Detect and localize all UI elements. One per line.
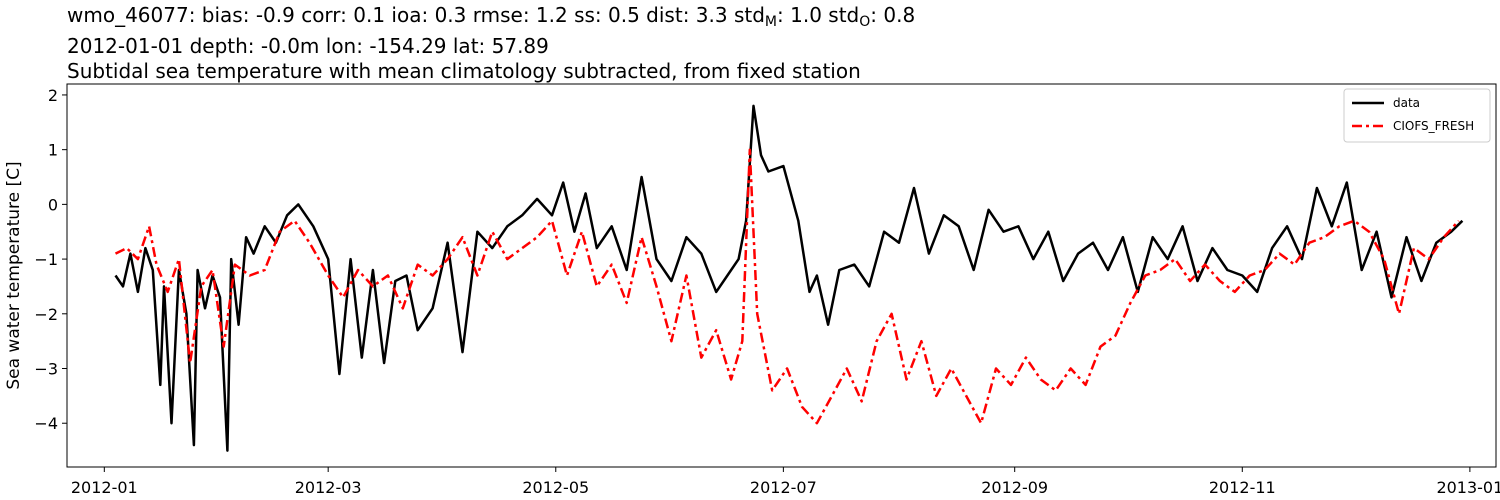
- axes-frame: [66, 83, 1497, 468]
- title-text-part: wmo_46077: bias: -0.9 corr: 0.1 ioa: 0.3…: [67, 3, 765, 27]
- legend: data CIOFS_FRESH: [1343, 88, 1491, 143]
- series-line-data: [114, 104, 1464, 452]
- title-text-part: : 1.0 std: [777, 3, 860, 27]
- series-layer: [114, 104, 1464, 452]
- x-tick-label: 2012-05: [522, 478, 589, 497]
- title-subscript: O: [859, 14, 871, 30]
- chart-title-line-1: wmo_46077: bias: -0.9 corr: 0.1 ioa: 0.3…: [67, 3, 916, 30]
- y-tick-label: −3: [34, 360, 58, 379]
- title-text-part: : 0.8: [870, 3, 916, 27]
- chart-title-line-2: 2012-01-01 depth: -0.0m lon: -154.29 lat…: [67, 34, 549, 58]
- x-tick-label: 2013-01: [1436, 478, 1500, 497]
- x-tick-label: 2012-11: [1209, 478, 1276, 497]
- title-subscript: M: [764, 14, 778, 30]
- series-line-ciofs-fresh: [114, 148, 1460, 425]
- legend-entry-label: data: [1393, 96, 1420, 110]
- y-axis: −4 −3 −2 −1 0 1 2: [34, 86, 67, 433]
- x-axis: 2012-01 2012-03 2012-05 2012-07 2012-09 2012-…: [71, 467, 1500, 497]
- legend-entry-label: CIOFS_FRESH: [1393, 119, 1474, 133]
- chart-title-line-3: Subtidal sea temperature with mean clima…: [67, 59, 861, 83]
- y-tick-label: 1: [48, 141, 58, 160]
- x-tick-label: 2012-01: [71, 478, 138, 497]
- y-tick-label: 2: [48, 86, 58, 105]
- y-tick-label: −1: [34, 250, 58, 269]
- y-tick-label: 0: [48, 195, 58, 214]
- x-tick-label: 2012-07: [750, 478, 817, 497]
- x-tick-label: 2012-09: [981, 478, 1048, 497]
- y-tick-label: −2: [34, 305, 58, 324]
- y-axis-label: Sea water temperature [C]: [4, 161, 24, 389]
- x-tick-label: 2012-03: [295, 478, 362, 497]
- y-tick-label: −4: [34, 414, 58, 433]
